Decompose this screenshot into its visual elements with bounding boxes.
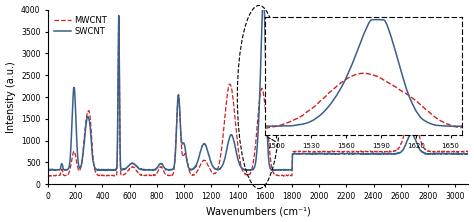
MWCNT: [143, 174, 149, 177]
SWCNT: [147, 169, 153, 172]
MWCNT: [281, 175, 286, 178]
SWCNT: [46, 169, 51, 172]
MWCNT: [46, 174, 51, 176]
X-axis label: Wavenumbers (cm⁻¹): Wavenumbers (cm⁻¹): [206, 206, 311, 216]
MWCNT: [462, 150, 468, 153]
Line: SWCNT: SWCNT: [48, 6, 468, 171]
SWCNT: [204, 147, 210, 149]
Line: MWCNT: MWCNT: [48, 17, 468, 176]
SWCNT: [146, 169, 151, 171]
SWCNT: [102, 169, 108, 172]
SWCNT: [260, 4, 266, 7]
MWCNT: [465, 151, 471, 153]
MWCNT: [146, 174, 151, 177]
SWCNT: [465, 153, 471, 155]
SWCNT: [143, 169, 149, 171]
Legend: MWCNT, SWCNT: MWCNT, SWCNT: [53, 14, 109, 38]
Y-axis label: Intensity (a.u.): Intensity (a.u.): [6, 61, 16, 133]
MWCNT: [204, 161, 210, 164]
MWCNT: [234, 134, 239, 136]
SWCNT: [234, 152, 239, 155]
MWCNT: [116, 16, 121, 19]
MWCNT: [147, 174, 153, 177]
SWCNT: [462, 153, 468, 156]
